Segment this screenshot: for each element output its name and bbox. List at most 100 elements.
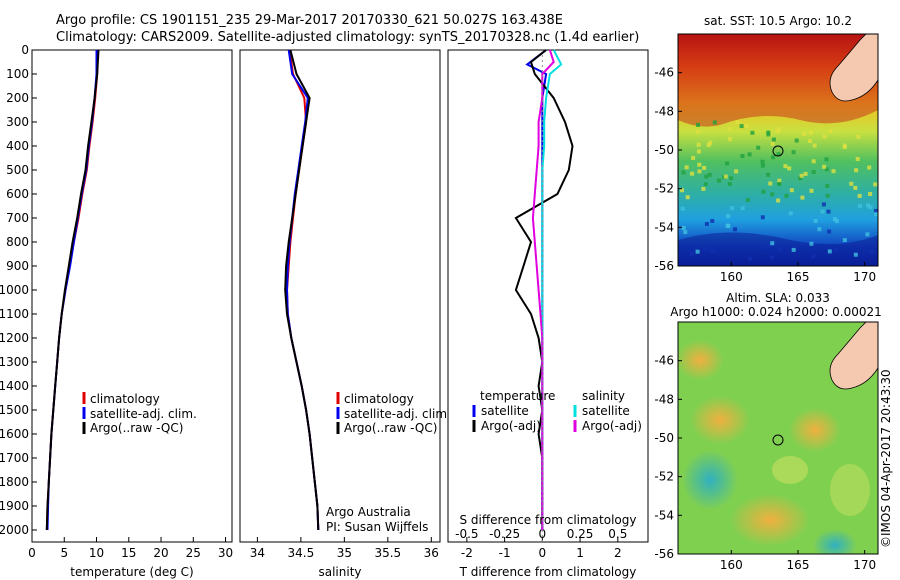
s-tick-label: -0.25 bbox=[489, 527, 520, 541]
legend-t-satellite: satellite bbox=[481, 404, 529, 418]
sst-pixel bbox=[820, 209, 825, 214]
s-tick-label: 0 bbox=[539, 527, 547, 541]
sst-pixel bbox=[831, 169, 836, 174]
y-tick-label: 1100 bbox=[0, 307, 29, 321]
legend-s-satellite: satellite-adj. clim. bbox=[344, 407, 451, 421]
sst-pixel bbox=[776, 198, 781, 203]
sla-argo-position-marker bbox=[772, 434, 784, 446]
sst-pixel bbox=[809, 188, 814, 193]
sst-pixel bbox=[854, 168, 859, 173]
map-y-tick-label: -56 bbox=[654, 259, 674, 273]
y-tick-label: 1700 bbox=[0, 451, 29, 465]
sst-pixel bbox=[855, 157, 860, 161]
temperature-plot-frame bbox=[31, 49, 233, 543]
sst-pixel bbox=[822, 164, 827, 169]
sst-pixel bbox=[695, 249, 700, 254]
sst-pixel bbox=[865, 232, 870, 237]
temperature-profiles bbox=[45, 49, 100, 531]
map-x-tick-label: 170 bbox=[853, 270, 876, 284]
difference-panel: -2 -1 0 1 2 -0.5 -0.25 0 0.25 0.5 temperature sal… bbox=[447, 49, 649, 579]
sst-pixel bbox=[696, 149, 701, 154]
sst-pixel bbox=[808, 130, 813, 135]
sst-pixel bbox=[869, 249, 874, 254]
sst-pixel bbox=[760, 159, 765, 164]
sst-pixel bbox=[728, 137, 733, 142]
x-tick-label: 20 bbox=[153, 546, 168, 560]
x-tick-label: 35 bbox=[337, 546, 352, 560]
sst-pixel bbox=[704, 222, 709, 226]
legend-s-argo: Argo(..raw -QC) bbox=[344, 421, 437, 435]
sst-pixel bbox=[697, 169, 702, 174]
sst-pixel bbox=[760, 163, 765, 168]
y-tick-label: 1900 bbox=[0, 499, 29, 513]
sst-pixel bbox=[740, 154, 745, 158]
sst-pixel bbox=[809, 241, 814, 246]
sst-map-image bbox=[678, 34, 878, 266]
sst-pixel bbox=[766, 130, 771, 135]
sst-pixel bbox=[706, 143, 711, 147]
map-y-tick-label: -50 bbox=[654, 143, 674, 157]
difference-plot-frame bbox=[447, 49, 649, 543]
credit-label: ©IMOS 04-Apr-2017 20:43:30 bbox=[879, 369, 893, 548]
header-line-1: Argo profile: CS 1901151_235 29-Mar-2017… bbox=[56, 13, 563, 28]
sst-pixel bbox=[867, 165, 872, 170]
legend-temperature-title: temperature bbox=[480, 389, 555, 403]
legend-satellite: satellite-adj. clim. bbox=[90, 407, 197, 421]
sst-pixel bbox=[689, 251, 694, 256]
sst-pixel bbox=[868, 192, 873, 196]
sst-pixel bbox=[770, 241, 775, 246]
sst-pixel bbox=[791, 150, 796, 155]
sst-pixel bbox=[828, 129, 833, 134]
s-tick-label: 0.5 bbox=[608, 527, 627, 541]
x-tick-label: 1 bbox=[576, 546, 584, 560]
series-line-argo-raw-qc- bbox=[284, 49, 320, 531]
difference-profiles bbox=[514, 49, 574, 542]
sst-pixel bbox=[811, 170, 816, 174]
sst-pixel bbox=[695, 243, 700, 247]
sst-pixel bbox=[849, 181, 854, 186]
legend-s-sat: satellite bbox=[582, 404, 630, 418]
sst-pixel bbox=[712, 120, 717, 125]
sst-pixel bbox=[777, 182, 782, 186]
sst-pixel bbox=[811, 159, 816, 164]
sst-pixel bbox=[739, 124, 744, 129]
sst-pixel bbox=[761, 245, 766, 250]
y-tick-label: 1500 bbox=[0, 403, 29, 417]
x-tick-label: 35.5 bbox=[374, 546, 401, 560]
sst-pixel bbox=[832, 217, 837, 221]
sla-map-title: Altim. SLA: 0.033 bbox=[726, 291, 830, 305]
sst-pixel bbox=[681, 170, 686, 175]
sst-pixel bbox=[702, 165, 707, 170]
sst-map-axes: 160 165 170 -46 -48 -50 -52 -54 -56 bbox=[654, 66, 876, 284]
sst-pixel bbox=[784, 193, 789, 198]
sst-pixel bbox=[744, 123, 749, 128]
sst-pixel bbox=[803, 171, 808, 176]
salinity-legend: climatology satellite-adj. clim. Argo(..… bbox=[336, 392, 451, 435]
sst-map-panel: sat. SST: 10.5 Argo: 10.2 160 165 170 -46 -4… bbox=[654, 14, 879, 284]
sst-pixel bbox=[681, 225, 686, 230]
salinity-plot-frame bbox=[239, 49, 441, 543]
sst-pixel bbox=[783, 164, 788, 169]
series-line-argo-raw-qc- bbox=[45, 49, 100, 531]
salinity-panel: 34 34.5 35 35.5 36 climatology satellite-adj… bbox=[239, 49, 451, 579]
sst-pixel bbox=[680, 206, 685, 211]
y-tick-label: 300 bbox=[6, 115, 29, 129]
sla-map-axes: 160 165 170 -46 -48 -50 -52 -54 -56 bbox=[654, 354, 876, 572]
sst-pixel bbox=[733, 227, 737, 232]
argo-position-marker bbox=[772, 145, 784, 157]
x-tick-label: -2 bbox=[461, 546, 473, 560]
series-line-argo-adj- bbox=[514, 49, 574, 530]
map-x-tick-label: 160 bbox=[720, 558, 743, 572]
sst-pixel bbox=[683, 230, 688, 235]
sst-pixel bbox=[711, 248, 716, 253]
sst-pixel bbox=[798, 176, 803, 181]
sst-pixel bbox=[725, 161, 730, 166]
sst-map-title: sat. SST: 10.5 Argo: 10.2 bbox=[704, 14, 852, 28]
legend-salinity-title: salinity bbox=[582, 389, 625, 403]
s-tick-label: -0.5 bbox=[455, 527, 478, 541]
sst-pixel bbox=[873, 182, 878, 187]
sst-speckle bbox=[680, 120, 878, 261]
sst-pixel bbox=[799, 173, 804, 178]
land-mass bbox=[829, 34, 878, 102]
